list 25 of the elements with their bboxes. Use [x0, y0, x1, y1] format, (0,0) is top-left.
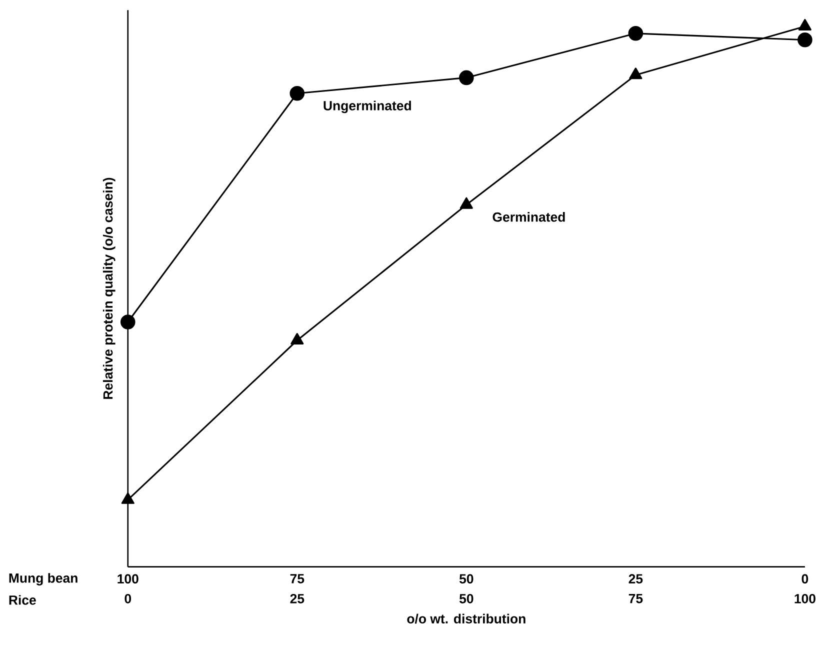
x-tick-label: 100	[118, 574, 138, 584]
text: Mung bean	[9, 573, 78, 586]
point	[120, 314, 136, 330]
series-label: Germinated	[492, 212, 565, 222]
text: Rice	[9, 595, 36, 605]
x2-tick-label: 75	[628, 594, 643, 604]
point	[798, 32, 812, 48]
x-tick-label: 75	[290, 574, 304, 584]
x-axis-title: o/o wt. distribution	[407, 614, 526, 624]
x2-tick-label: 0	[124, 594, 132, 604]
point	[459, 70, 474, 86]
point	[290, 332, 304, 344]
x2-tick-label: 25	[290, 594, 304, 604]
point	[628, 26, 644, 41]
x-tick-label: 50	[459, 574, 474, 584]
point	[121, 492, 134, 504]
x-tick-label: 0	[802, 574, 808, 584]
x2-tick-label: 100	[794, 594, 816, 604]
x2-tick-label: 50	[459, 594, 474, 604]
series-label: Ungerminated	[324, 100, 411, 114]
point	[290, 86, 305, 101]
point	[460, 197, 473, 209]
y-axis-title: Relative protein quality (o/o casein)	[102, 178, 116, 399]
point	[629, 68, 642, 80]
x-tick-label: 25	[628, 574, 643, 584]
